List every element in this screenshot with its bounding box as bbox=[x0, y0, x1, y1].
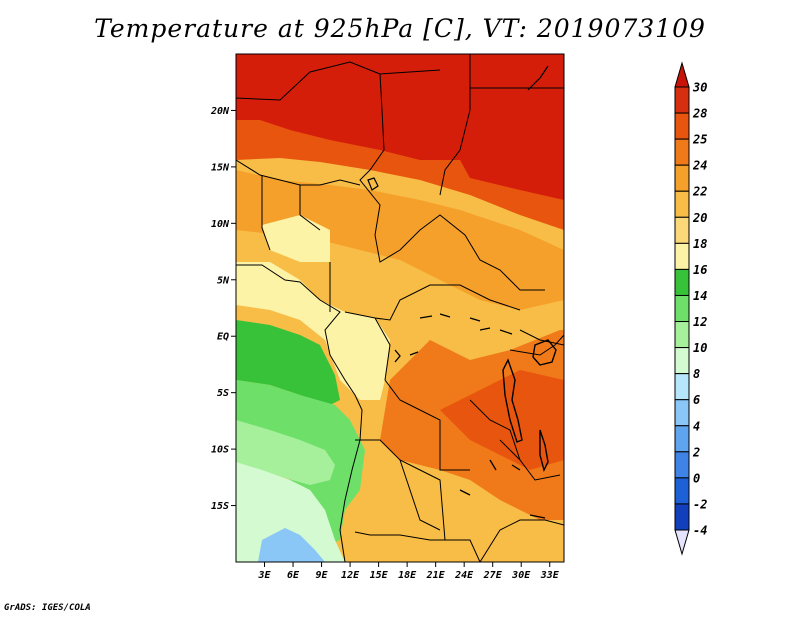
lon-tick-label: 12E bbox=[341, 570, 360, 581]
lon-tick-label: 18E bbox=[398, 570, 417, 581]
colorbar-level-label: 18 bbox=[693, 237, 707, 251]
coastline-west-africa bbox=[236, 264, 363, 562]
colorbar-swatch bbox=[674, 451, 690, 479]
colorbar-swatch bbox=[674, 477, 690, 505]
colorbar-level-label: 6 bbox=[693, 393, 700, 407]
colorbar-level-label: -4 bbox=[693, 524, 707, 538]
colorbar-swatch bbox=[674, 321, 690, 349]
colorbar-swatch bbox=[674, 216, 690, 244]
colorbar-swatch bbox=[674, 138, 690, 166]
region-coast-pale bbox=[236, 262, 390, 400]
colorbar-swatch bbox=[674, 503, 690, 531]
colorbar-level-label: 24 bbox=[692, 159, 707, 173]
colorbar-swatch bbox=[674, 268, 690, 296]
map-plot-area bbox=[235, 53, 565, 563]
lon-tick-label: 27E bbox=[483, 570, 503, 581]
lake-malawi bbox=[539, 429, 549, 472]
colorbar-level-label: 4 bbox=[693, 419, 700, 433]
lake-tanganyika bbox=[502, 358, 523, 443]
river-fragments bbox=[394, 313, 546, 519]
map-frame bbox=[235, 53, 565, 563]
colorbar-top-triangle bbox=[674, 61, 690, 88]
colorbar-level-label: 12 bbox=[693, 315, 707, 329]
lat-tick-label: 20N bbox=[210, 106, 230, 117]
region-namib-pale-green bbox=[236, 420, 335, 485]
colorbar-swatch bbox=[674, 242, 690, 270]
region-north-hot bbox=[236, 54, 564, 200]
lon-tick-label: 21E bbox=[426, 570, 446, 581]
colorbar-level-label: 28 bbox=[692, 107, 707, 121]
lon-tick-label: 15E bbox=[370, 570, 389, 581]
region-east-hot bbox=[440, 370, 564, 470]
lat-tick-label: 5N bbox=[217, 275, 230, 286]
colorbar-swatch bbox=[674, 190, 690, 218]
lon-tick-label: 24E bbox=[454, 570, 474, 581]
colorbar-level-label: 0 bbox=[693, 471, 700, 485]
lake-victoria bbox=[532, 339, 557, 366]
country-borders bbox=[236, 54, 564, 562]
colorbar-swatch bbox=[674, 294, 690, 323]
region-atlantic-cool bbox=[236, 462, 345, 562]
lon-tick-label: 33E bbox=[540, 570, 560, 581]
lat-tick-label: 15S bbox=[211, 501, 229, 512]
colorbar-swatch bbox=[674, 425, 690, 453]
lat-tick-label: 10N bbox=[211, 219, 230, 230]
lon-tick-label: 3E bbox=[257, 570, 271, 581]
grads-credit: GrADS: IGES/COLA bbox=[4, 603, 91, 613]
region-sahel-warm bbox=[236, 110, 564, 230]
longitude-axis: 3E 6E 9E 12E 15E 18E 21E 24E 27E 30E 33E bbox=[257, 562, 560, 581]
colorbar-level-label: 30 bbox=[692, 81, 707, 95]
nile-coast bbox=[527, 65, 549, 91]
lat-tick-label: 15N bbox=[211, 162, 230, 173]
colorbar-level-label: 8 bbox=[693, 367, 700, 381]
region-atlantic-blue bbox=[258, 528, 325, 562]
colorbar-swatch bbox=[674, 164, 690, 192]
latitude-axis: 20N 15N 10N 5N EQ 5S 10S 15S bbox=[210, 106, 236, 512]
lat-tick-label: EQ bbox=[217, 332, 229, 343]
colorbar-swatch bbox=[674, 347, 690, 375]
colorbar-swatch bbox=[674, 399, 690, 427]
colorbar-level-label: 20 bbox=[692, 211, 707, 225]
colorbar-swatch bbox=[674, 86, 690, 114]
colorbar-level-label: 22 bbox=[692, 185, 707, 199]
lake-chad bbox=[367, 177, 379, 191]
colorbar-swatch bbox=[674, 373, 690, 401]
lat-tick-label: 10S bbox=[211, 445, 229, 456]
colorbar-level-label: 16 bbox=[693, 263, 707, 277]
colorbar-level-label: 14 bbox=[693, 289, 707, 303]
lon-tick-label: 9E bbox=[316, 570, 329, 581]
colorbar-level-label: 10 bbox=[693, 341, 707, 355]
region-pale-inland bbox=[262, 215, 330, 262]
colorbar-level-label: 25 bbox=[692, 133, 707, 147]
colorbar-level-label: 2 bbox=[692, 445, 700, 459]
colorbar-swatch bbox=[674, 112, 690, 140]
lon-tick-label: 6E bbox=[287, 570, 300, 581]
region-savanna bbox=[236, 170, 564, 310]
colorbar-level-label: -2 bbox=[693, 497, 707, 511]
region-congo-green bbox=[236, 320, 340, 405]
map-title: Temperature at 925hPa [C], VT: 201907310… bbox=[94, 14, 706, 43]
colorbar-bottom-triangle bbox=[674, 529, 690, 556]
lat-tick-label: 5S bbox=[217, 388, 229, 399]
lon-tick-label: 30E bbox=[511, 570, 531, 581]
